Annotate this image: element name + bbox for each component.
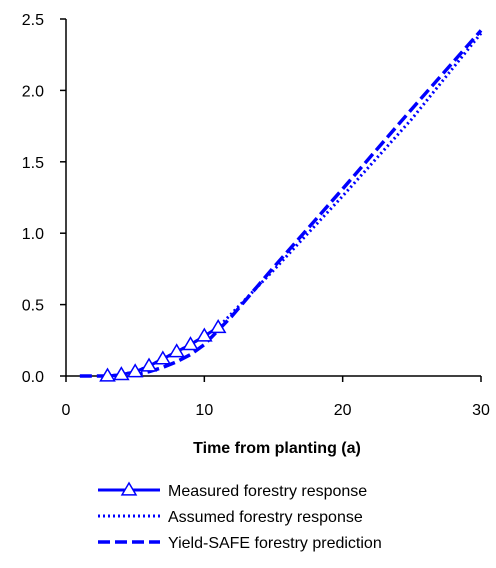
y-tick-label: 0.0: [22, 369, 44, 386]
legend-label: Assumed forestry response: [168, 509, 363, 526]
data-point-marker: [113, 366, 130, 381]
legend-marker: [120, 481, 138, 496]
data-point-marker: [182, 336, 199, 351]
data-point-marker: [99, 367, 116, 382]
data-point-marker: [140, 357, 158, 372]
x-tick-label: 10: [195, 402, 213, 419]
legend: Measured forestry response Assumed forest…: [98, 481, 382, 552]
y-tick-label: 2.5: [22, 12, 44, 29]
legend-item: Yield-SAFE forestry prediction: [98, 535, 382, 552]
x-tick-label: 20: [334, 402, 352, 419]
data-point-marker: [126, 363, 144, 378]
axes: 0.0 0.5 1.0 1.5 2.0 2.5 0 10 20 30: [22, 12, 490, 419]
data-point-marker: [209, 318, 227, 334]
x-tick-label: 30: [472, 402, 490, 419]
data-point-marker: [168, 343, 185, 358]
series-solid-triangle: [99, 318, 227, 382]
series-dotted: [107, 32, 483, 378]
x-axis-title: Time from planting (a): [193, 440, 361, 457]
y-tick-label: 0.5: [22, 298, 44, 315]
x-tick-label: 0: [62, 402, 71, 419]
series-dashed: [79, 29, 483, 378]
series-layer: [79, 29, 483, 382]
legend-label: Yield-SAFE forestry prediction: [168, 535, 382, 552]
y-tick-label: 1.0: [22, 226, 44, 243]
series-line: [79, 29, 483, 378]
legend-item: Measured forestry response: [98, 481, 367, 500]
y-tick-label: 2.0: [22, 83, 44, 100]
series-line: [107, 32, 483, 378]
data-point-marker: [154, 350, 172, 365]
legend-label: Measured forestry response: [168, 483, 367, 500]
y-tick-label: 1.5: [22, 155, 44, 172]
legend-item: Assumed forestry response: [98, 509, 363, 526]
data-point-marker: [196, 327, 213, 342]
